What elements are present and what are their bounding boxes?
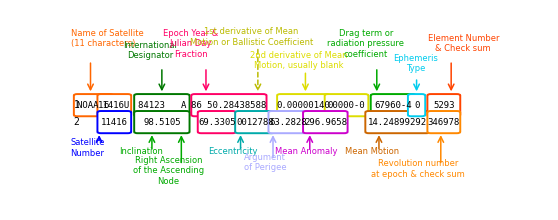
FancyBboxPatch shape bbox=[268, 111, 307, 133]
FancyBboxPatch shape bbox=[134, 111, 190, 133]
Text: 14.24899292: 14.24899292 bbox=[368, 118, 427, 127]
Text: Right Ascension
of the Ascending
Node: Right Ascension of the Ascending Node bbox=[133, 156, 204, 186]
Text: NOAA 6: NOAA 6 bbox=[78, 101, 110, 110]
FancyBboxPatch shape bbox=[303, 111, 348, 133]
Text: Mean Anomaly: Mean Anomaly bbox=[276, 147, 338, 156]
Text: Argument
of Perigee: Argument of Perigee bbox=[244, 153, 286, 172]
FancyBboxPatch shape bbox=[277, 94, 329, 116]
FancyBboxPatch shape bbox=[198, 111, 236, 133]
FancyBboxPatch shape bbox=[98, 111, 131, 133]
Text: 5293: 5293 bbox=[433, 101, 455, 110]
Text: Epoch Year &
Julian Day
Fraction: Epoch Year & Julian Day Fraction bbox=[163, 29, 219, 59]
Text: 84123   A: 84123 A bbox=[138, 101, 186, 110]
Text: Drag term or
radiation pressure
coefficient: Drag term or radiation pressure coeffici… bbox=[328, 29, 405, 59]
FancyBboxPatch shape bbox=[191, 94, 267, 116]
Text: 86 50.28438588: 86 50.28438588 bbox=[191, 101, 267, 110]
Text: 69.3305: 69.3305 bbox=[198, 118, 235, 127]
Text: Name of Satellite
(11 characters): Name of Satellite (11 characters) bbox=[71, 29, 143, 48]
Text: Element Number
& Check sum: Element Number & Check sum bbox=[427, 34, 499, 53]
Text: Eccentricity: Eccentricity bbox=[209, 147, 258, 156]
Text: 2nd derivative of Mean
Motion, usually blank: 2nd derivative of Mean Motion, usually b… bbox=[250, 51, 348, 70]
FancyBboxPatch shape bbox=[427, 94, 460, 116]
Text: Inclination: Inclination bbox=[119, 147, 163, 156]
Text: 1st derivative of Mean
Motion or Ballistic Coefficient: 1st derivative of Mean Motion or Ballist… bbox=[190, 27, 313, 47]
FancyBboxPatch shape bbox=[235, 111, 275, 133]
FancyBboxPatch shape bbox=[365, 111, 430, 133]
Text: 2: 2 bbox=[74, 117, 80, 127]
Text: 0.00000140: 0.00000140 bbox=[276, 101, 330, 110]
Text: 0012788: 0012788 bbox=[236, 118, 273, 127]
FancyBboxPatch shape bbox=[134, 94, 190, 116]
FancyBboxPatch shape bbox=[325, 94, 368, 116]
FancyBboxPatch shape bbox=[427, 111, 460, 133]
FancyBboxPatch shape bbox=[74, 94, 113, 116]
Text: 296.9658: 296.9658 bbox=[304, 118, 347, 127]
Text: International
Designator: International Designator bbox=[123, 41, 177, 60]
Text: 346978: 346978 bbox=[427, 118, 460, 127]
Text: 98.5105: 98.5105 bbox=[143, 118, 181, 127]
Text: 1: 1 bbox=[74, 100, 80, 110]
Text: 00000-0: 00000-0 bbox=[328, 101, 365, 110]
FancyBboxPatch shape bbox=[408, 94, 425, 116]
Text: 67960-4: 67960-4 bbox=[374, 101, 412, 110]
Text: Mean Motion: Mean Motion bbox=[345, 147, 400, 156]
FancyBboxPatch shape bbox=[98, 94, 131, 116]
Text: 11416: 11416 bbox=[101, 118, 128, 127]
Text: Satellite
Number: Satellite Number bbox=[71, 138, 105, 158]
Text: Revolution number
at epoch & check sum: Revolution number at epoch & check sum bbox=[371, 159, 465, 179]
Text: 11416U: 11416U bbox=[98, 101, 131, 110]
Text: Ephemeris
Type: Ephemeris Type bbox=[393, 53, 438, 73]
Text: 63.2828: 63.2828 bbox=[269, 118, 306, 127]
Text: 0: 0 bbox=[414, 101, 419, 110]
FancyBboxPatch shape bbox=[371, 94, 416, 116]
